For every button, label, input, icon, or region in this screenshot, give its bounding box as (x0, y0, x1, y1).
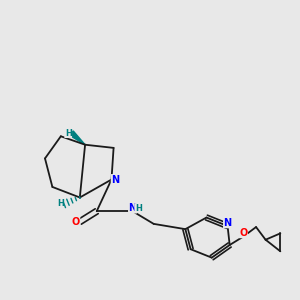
Text: O: O (72, 217, 80, 227)
Polygon shape (70, 131, 85, 145)
Text: H: H (65, 129, 72, 138)
Text: N: N (224, 218, 232, 228)
Text: H: H (135, 203, 142, 212)
Text: N: N (111, 175, 119, 184)
Text: H: H (57, 199, 64, 208)
Text: N: N (128, 203, 136, 213)
Text: O: O (239, 228, 247, 238)
